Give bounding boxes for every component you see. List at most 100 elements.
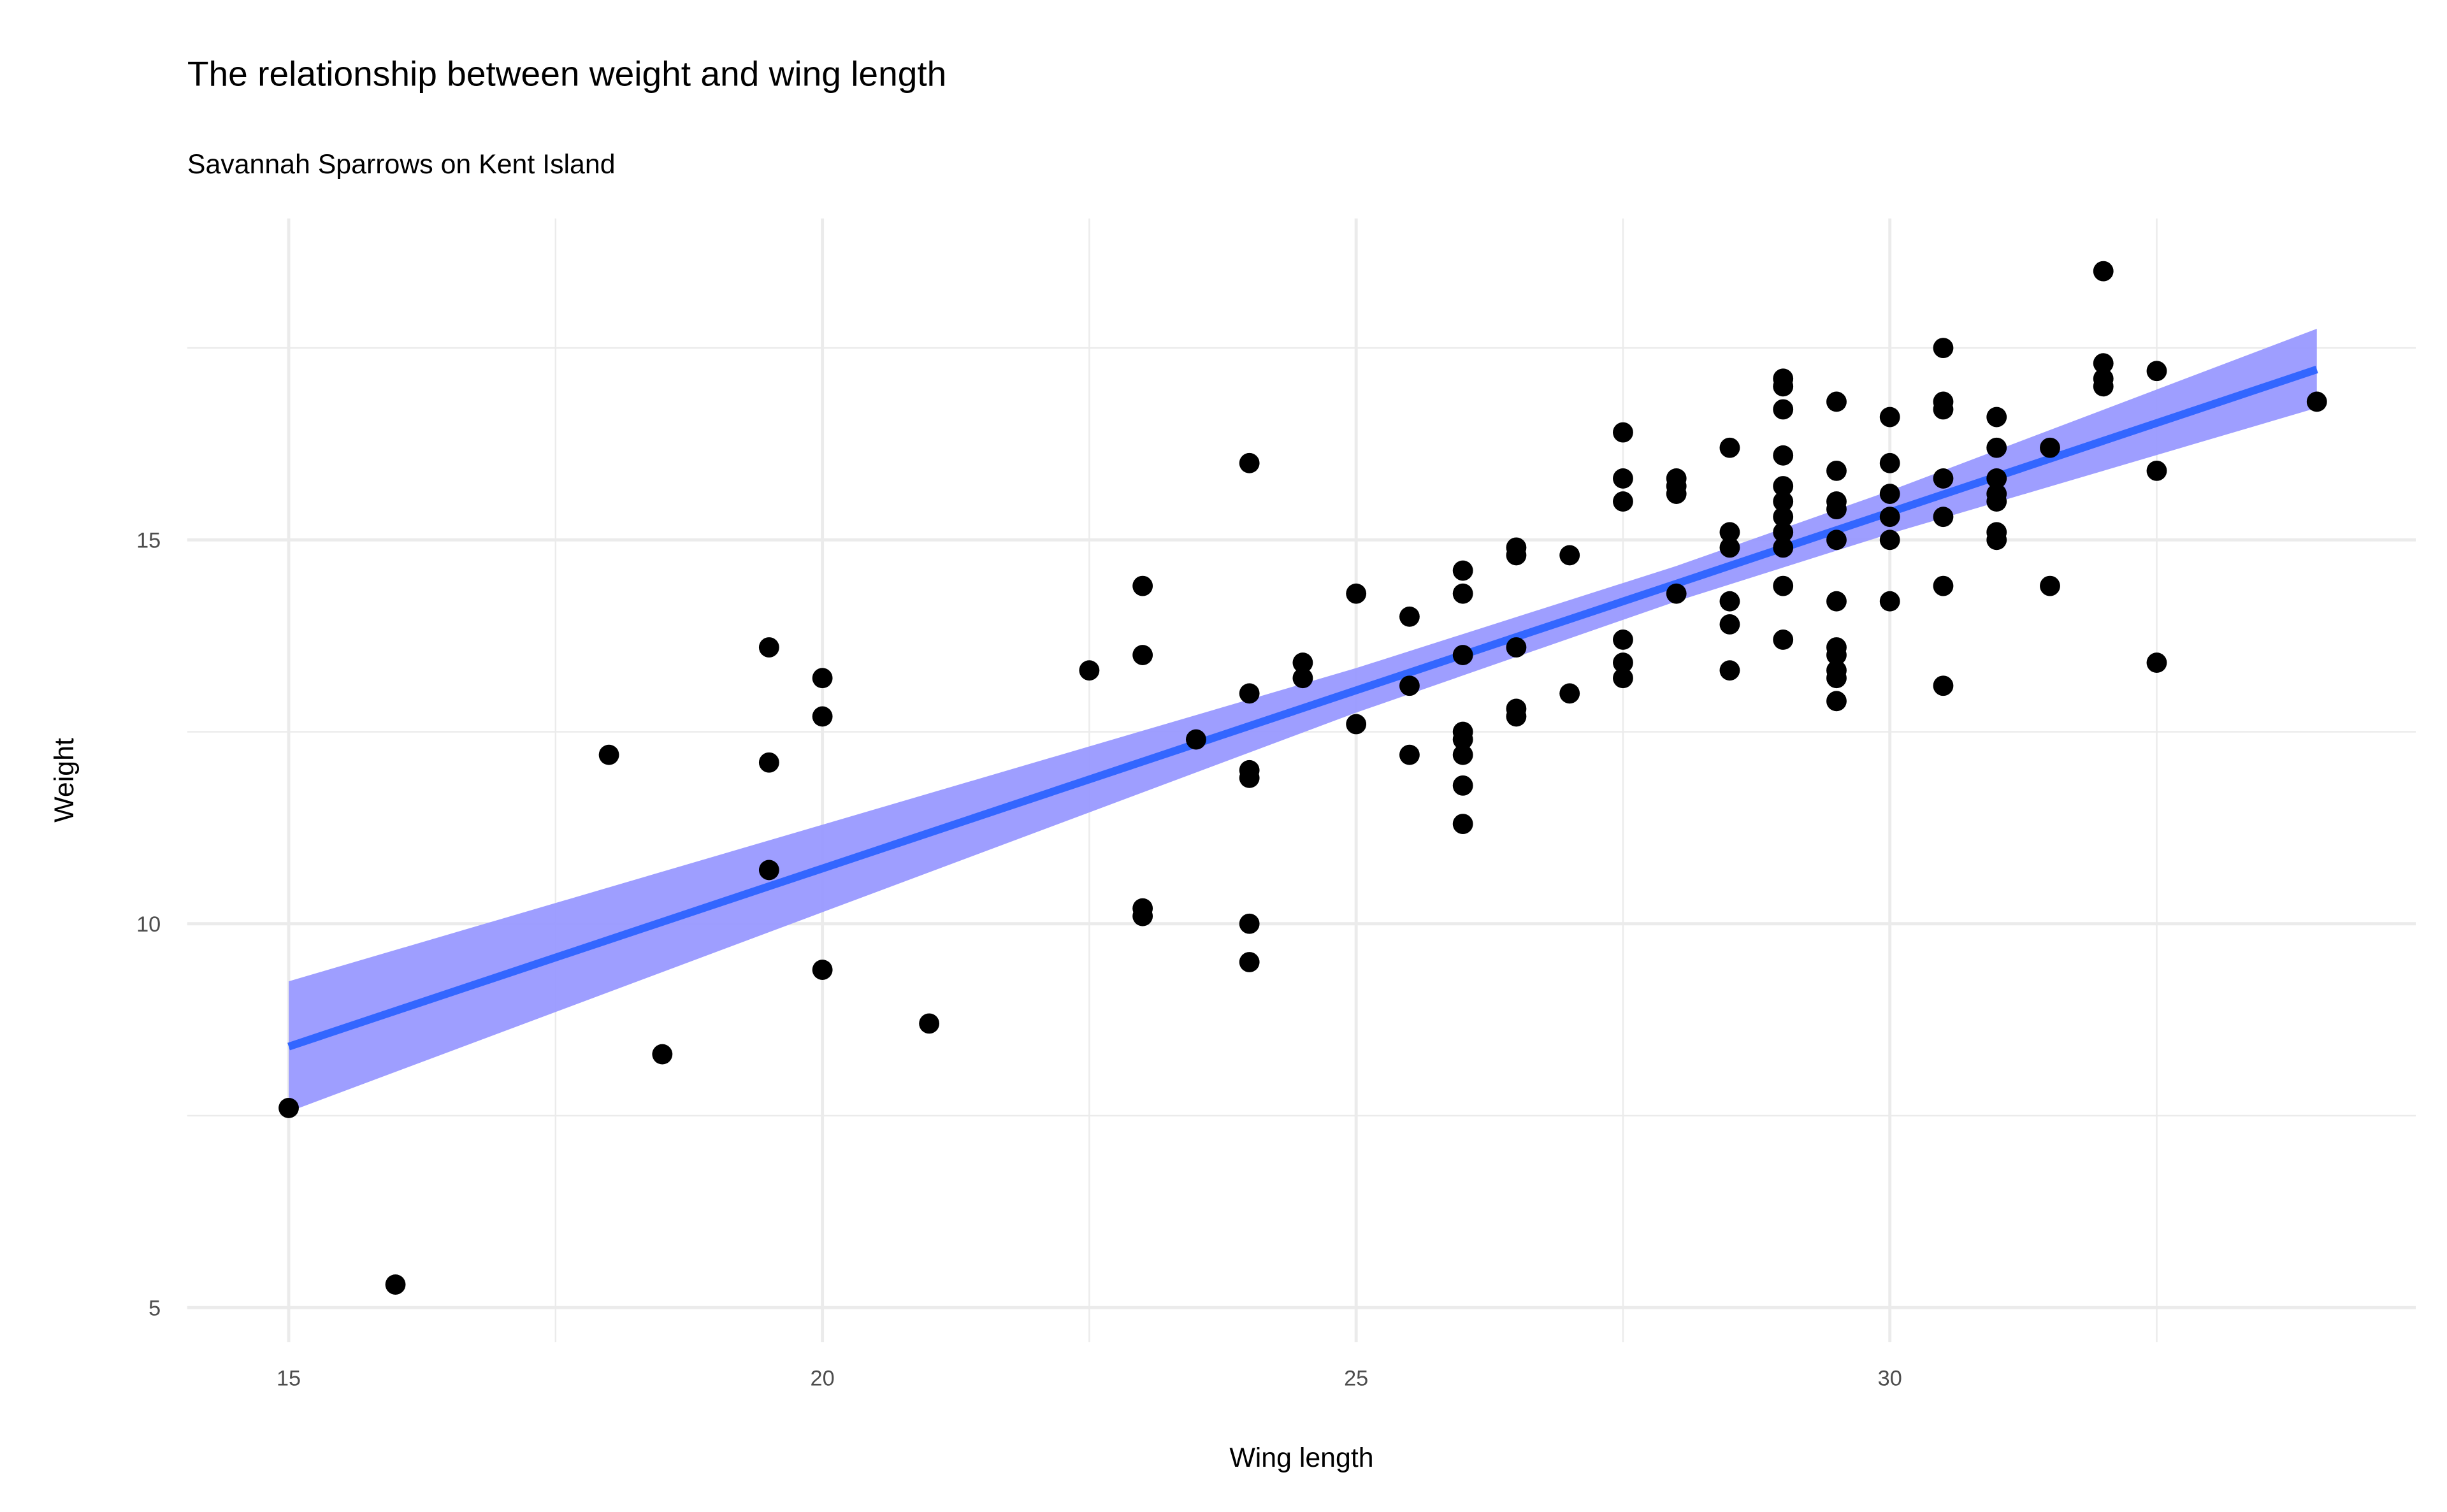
data-point <box>1292 652 1313 673</box>
data-point <box>1773 522 1794 543</box>
chart-subtitle: Savannah Sparrows on Kent Island <box>187 149 616 180</box>
y-tick-label: 5 <box>148 1296 161 1320</box>
confidence-band <box>289 328 2317 1112</box>
data-point <box>1879 407 1900 428</box>
data-point <box>1933 468 1954 489</box>
data-point <box>1826 645 1847 665</box>
data-point <box>2093 353 2114 374</box>
data-point <box>1986 468 2007 489</box>
data-point <box>1933 399 1954 420</box>
data-point <box>278 1098 299 1118</box>
data-point <box>1239 913 1260 934</box>
data-point <box>1986 529 2007 551</box>
x-tick-label: 30 <box>1878 1367 1902 1391</box>
y-axis-title: Weight <box>49 738 80 823</box>
data-point <box>1613 668 1633 689</box>
data-point <box>1826 391 1847 412</box>
data-point <box>2040 575 2060 596</box>
data-point <box>1452 744 1473 765</box>
data-point <box>1452 729 1473 750</box>
data-point <box>1346 583 1367 604</box>
data-point <box>1933 507 1954 528</box>
data-point <box>1773 537 1794 558</box>
data-point <box>2146 652 2167 673</box>
regression-line-group <box>287 366 2318 1051</box>
data-point <box>758 860 779 881</box>
data-point <box>1399 744 1420 765</box>
x-tick-label: 25 <box>1344 1367 1368 1391</box>
data-point <box>1666 484 1687 504</box>
data-point <box>1506 545 1527 566</box>
data-point <box>1773 476 1794 496</box>
data-point <box>919 1013 940 1034</box>
data-point <box>1613 491 1633 512</box>
data-point <box>1773 445 1794 466</box>
data-point <box>1933 338 1954 359</box>
confidence-band-area <box>289 328 2317 1112</box>
data-point <box>1346 714 1367 735</box>
data-point <box>1773 575 1794 596</box>
data-point <box>1986 407 2007 428</box>
data-point <box>1132 645 1153 665</box>
data-point <box>2146 460 2167 481</box>
data-point <box>1879 452 1900 473</box>
data-point <box>2093 376 2114 397</box>
data-point <box>1613 422 1633 443</box>
data-point <box>1452 560 1473 581</box>
data-point <box>1452 814 1473 835</box>
data-point <box>1826 529 1847 551</box>
data-point <box>2146 361 2167 382</box>
grid <box>187 218 2416 1343</box>
data-point <box>1719 437 1740 458</box>
data-point <box>1666 583 1687 604</box>
data-point <box>1613 652 1633 673</box>
x-axis-title: Wing length <box>1229 1443 1373 1473</box>
data-point <box>1452 775 1473 796</box>
data-point <box>598 744 619 765</box>
data-point <box>1132 905 1153 926</box>
data-point <box>1933 575 1954 596</box>
data-point <box>1773 399 1794 420</box>
data-point <box>1719 522 1740 543</box>
data-point <box>1506 706 1527 727</box>
chart-title: The relationship between weight and wing… <box>187 54 946 94</box>
data-point <box>1239 952 1260 972</box>
data-point <box>385 1274 406 1295</box>
data-point <box>1879 507 1900 528</box>
data-point <box>1773 630 1794 650</box>
data-point <box>1719 537 1740 558</box>
data-point <box>1986 437 2007 458</box>
y-tick-label: 10 <box>136 912 161 937</box>
data-point <box>1719 591 1740 612</box>
data-point <box>652 1044 673 1065</box>
data-points <box>278 261 2327 1295</box>
data-point <box>1719 614 1740 635</box>
data-point <box>2093 261 2114 282</box>
data-point <box>812 668 833 689</box>
x-axis-ticks: 15 20 25 30 <box>277 1367 1902 1391</box>
data-point <box>1986 491 2007 512</box>
data-point <box>1559 545 1580 566</box>
data-point <box>1239 683 1260 704</box>
data-point <box>1559 683 1580 704</box>
data-point <box>1613 468 1633 489</box>
data-point <box>1933 675 1954 696</box>
data-point <box>1879 529 1900 551</box>
data-point <box>1826 499 1847 520</box>
data-point <box>1506 637 1527 658</box>
data-point <box>1292 668 1313 689</box>
x-tick-label: 15 <box>277 1367 301 1391</box>
data-point <box>2040 437 2060 458</box>
data-point <box>1079 660 1100 681</box>
data-point <box>1826 591 1847 612</box>
data-point <box>1719 660 1740 681</box>
data-point <box>1399 606 1420 627</box>
data-point <box>1613 630 1633 650</box>
data-point <box>1773 507 1794 528</box>
data-point <box>1879 484 1900 504</box>
data-point <box>812 960 833 980</box>
data-point <box>1879 591 1900 612</box>
regression-line <box>287 366 2318 1051</box>
data-point <box>812 706 833 727</box>
